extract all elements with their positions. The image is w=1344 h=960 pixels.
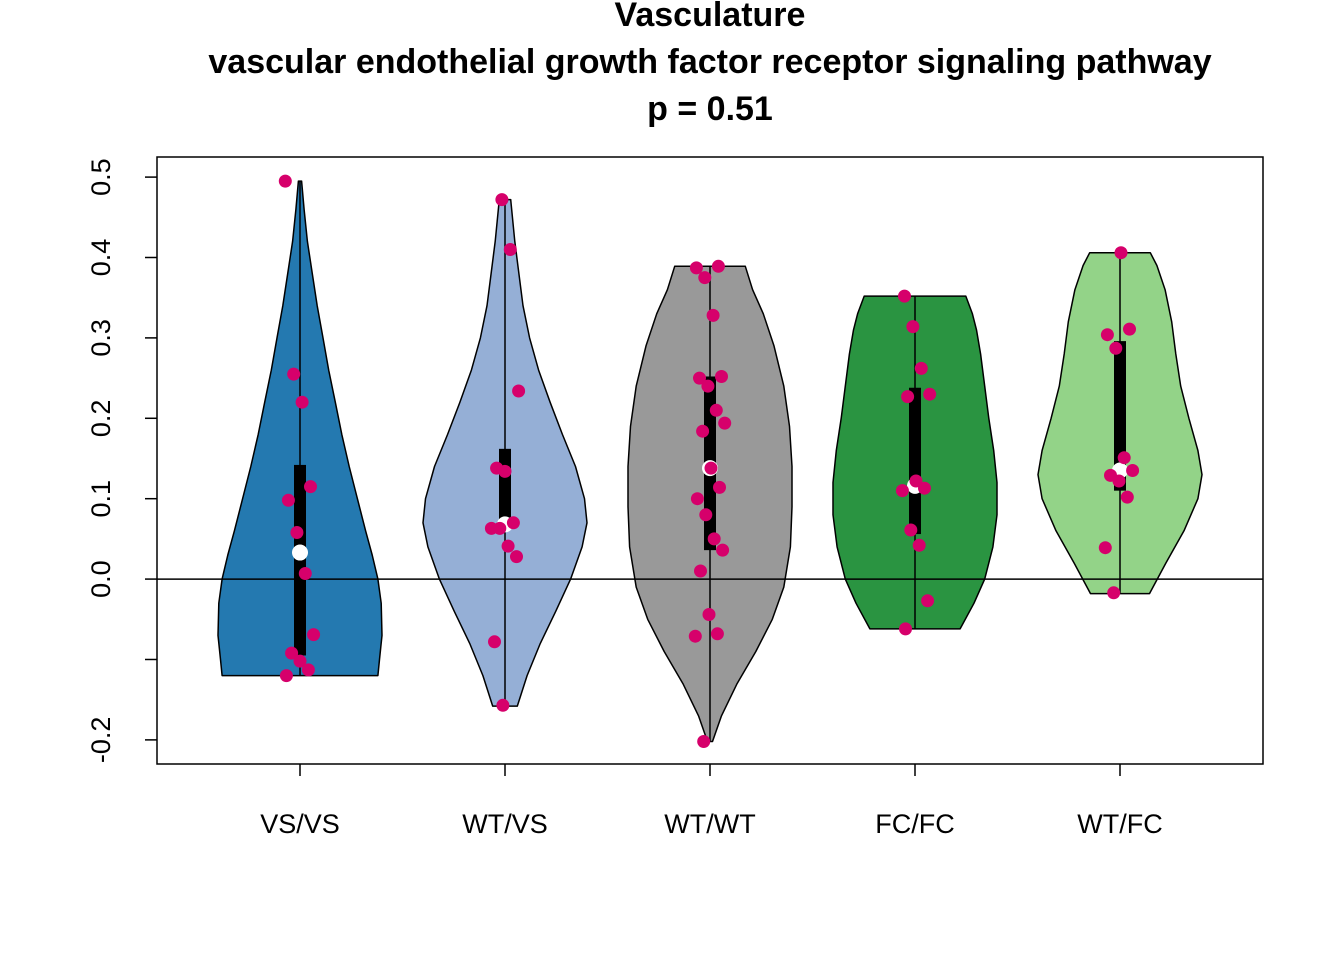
y-tick-label: 0.4 (86, 239, 116, 277)
data-point (701, 379, 715, 393)
data-point (702, 608, 716, 621)
data-point (895, 484, 909, 498)
data-point (295, 395, 309, 409)
data-point (293, 654, 307, 668)
data-point (506, 516, 520, 530)
data-point (279, 669, 293, 683)
data-point (711, 259, 725, 273)
data-point (901, 390, 915, 404)
chart-title-line: Vasculature (615, 0, 806, 34)
iqr-box (909, 387, 921, 535)
y-tick-label: 0.3 (86, 319, 116, 357)
data-point (1123, 322, 1136, 336)
chart-title: Vasculature vascular endothelial growth … (208, 0, 1211, 128)
data-point (716, 543, 730, 557)
data-point (301, 663, 315, 677)
data-point (912, 538, 926, 552)
data-point (307, 628, 321, 642)
data-point (715, 370, 728, 383)
data-point (706, 308, 720, 322)
data-point (898, 289, 911, 303)
data-point (923, 387, 937, 401)
data-point (281, 493, 295, 507)
data-point (690, 492, 704, 506)
data-point (285, 646, 299, 660)
data-point (501, 539, 515, 553)
data-point (498, 464, 512, 478)
data-point (918, 481, 931, 495)
data-point (510, 550, 523, 564)
data-point (495, 193, 509, 207)
x-tick-label: WT/WT (664, 809, 755, 839)
data-point (899, 622, 912, 636)
data-point (707, 532, 721, 546)
data-point (304, 480, 317, 494)
data-point (1126, 464, 1140, 477)
x-tick-label: WT/VS (462, 809, 548, 839)
chart-subtitle-line: vascular endothelial growth factor recep… (208, 43, 1211, 81)
data-point (278, 174, 292, 188)
boxplot-layer (292, 181, 1128, 742)
data-point (298, 567, 312, 580)
data-point (921, 594, 935, 608)
x-tick-label: FC/FC (875, 809, 954, 839)
data-point (1112, 474, 1126, 488)
axes-layer: -0.2 0.0 0.1 0.2 0.3 0.4 0.5 VS/VS WT/VS WT/WT FC/… (86, 156, 1264, 839)
data-point (287, 367, 301, 381)
median-marker (292, 544, 308, 561)
data-point (689, 261, 703, 275)
data-point (1114, 246, 1128, 260)
y-tick-label: 0.5 (86, 158, 116, 196)
data-point (693, 371, 706, 385)
data-point (698, 271, 712, 285)
p-value-line: p = 0.51 (647, 90, 773, 128)
points-layer (278, 174, 1140, 748)
y-tick-label: -0.2 (86, 717, 116, 764)
y-tick-label: 0.1 (86, 480, 116, 518)
data-point (1109, 341, 1123, 355)
y-tick-label: 0.2 (86, 400, 116, 438)
data-point (688, 629, 702, 643)
data-point (503, 243, 517, 256)
data-point (496, 698, 510, 712)
data-point (512, 384, 526, 398)
data-point (909, 474, 923, 488)
data-point (718, 416, 732, 430)
data-point (694, 564, 707, 578)
data-point (914, 361, 928, 375)
data-point (290, 526, 304, 539)
data-point (904, 523, 918, 537)
data-point (1120, 490, 1134, 504)
data-point (1100, 328, 1114, 342)
data-point (713, 480, 726, 494)
y-tick-label: 0.0 (86, 560, 116, 598)
data-point (1107, 586, 1121, 600)
x-tick-label: VS/VS (260, 809, 340, 839)
data-point (697, 735, 711, 748)
data-point (696, 424, 710, 438)
data-point (488, 635, 501, 649)
x-tick-label: WT/FC (1077, 809, 1162, 839)
data-point (493, 521, 507, 535)
data-point (1098, 541, 1112, 555)
data-point (710, 627, 724, 641)
data-point (906, 320, 920, 334)
data-point (709, 403, 723, 417)
data-point (1117, 451, 1131, 465)
data-point (704, 461, 718, 475)
data-point (699, 508, 713, 522)
